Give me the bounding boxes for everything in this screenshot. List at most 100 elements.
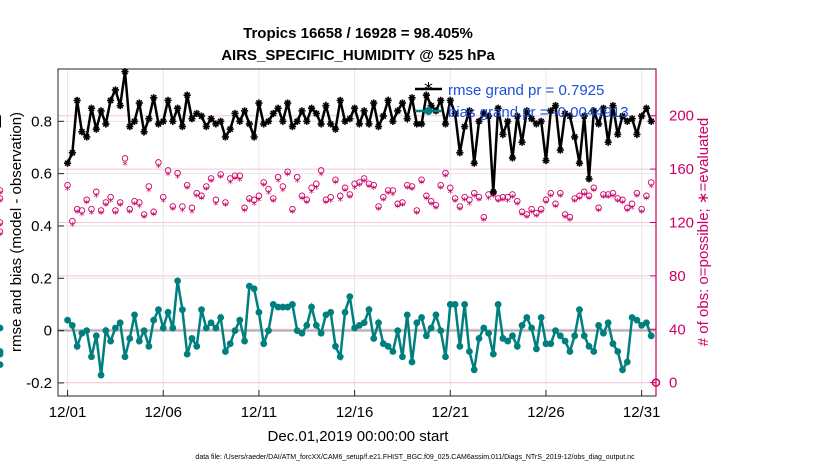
rmse-point-stroke [628,115,636,122]
y2-tick-label: 160 [669,161,694,178]
bias-point [112,324,119,332]
rmse-point-stroke [260,120,267,128]
rmse-point [484,112,493,120]
rmse-point-stroke [356,120,363,128]
rmse-point [537,117,545,125]
obs-evaluated-point: * [213,199,219,212]
rmse-point-stroke [638,112,645,120]
obs-evaluated-point: * [395,201,401,214]
rmse-point [508,154,517,162]
obs-possible-point [561,211,569,218]
y2-axis-label: # of obs: o=possible; ∗=evaluated [695,118,712,347]
rmse-point-stroke [600,105,607,112]
bias-point [609,340,617,348]
rmse-point-stroke [318,120,325,128]
rmse-point-stroke [499,131,507,138]
rmse-point [183,91,191,99]
rmse-point-stroke [495,105,502,112]
bias-point [336,353,344,361]
bias-point [0,324,4,332]
legend-rmse-marker: * [424,79,433,100]
obs-possible-point [193,189,200,197]
obs-possible-point [270,195,277,202]
obs-evaluated-point: * [299,193,305,206]
obs-possible-point [150,208,157,216]
obs-possible-point [394,200,401,208]
rmse-point-stroke [447,97,454,104]
rmse-point-stroke [399,99,406,107]
obs-possible-point [604,191,612,198]
bias-point [509,332,516,340]
rmse-point [169,117,177,125]
rmse-point-stroke [174,105,181,112]
obs-evaluated-point: * [132,199,138,212]
rmse-point-stroke [461,123,468,130]
obs-possible-point [241,204,248,212]
bias-point [523,314,531,321]
rmse-point [499,130,507,138]
rmse-point [303,117,311,125]
bias-point [633,316,641,324]
obs-possible-point [499,193,507,201]
rmse-point [518,138,526,146]
rmse-point-stroke [337,97,344,104]
obs-evaluated-point: * [519,209,525,222]
obs-evaluated-point: * [467,199,473,212]
obs-evaluated-point: * [586,193,592,206]
y2-tick-label: 120 [669,214,694,231]
rmse-point [174,104,182,112]
obs-evaluated-point: * [562,212,568,225]
obs-evaluated-point: * [491,191,497,204]
obs-possible-point [0,187,4,194]
bias-point [370,335,378,342]
obs-evaluated-point: * [424,193,430,206]
obs-evaluated-point: * [577,193,583,206]
rmse-point [470,159,478,167]
bias-point [533,345,540,353]
rmse-point [164,96,172,104]
rmse-point [580,112,588,120]
bias-point [485,329,492,337]
bias-point [250,285,258,293]
rmse-point-stroke [418,120,425,128]
rmse-point [240,107,249,115]
rmse-point-stroke [217,118,224,125]
obs-evaluated-point: * [534,211,540,224]
bias-point [571,332,579,340]
bias-point [303,321,311,329]
bias-point [0,350,4,358]
rmse-point-stroke [346,115,353,122]
obs-possible-point [0,228,4,236]
bias-point [446,301,454,308]
rmse-point-stroke [475,118,483,125]
rmse-point-stroke [164,97,172,104]
obs-possible-point [470,189,478,197]
rmse-point-stroke [236,118,243,125]
obs-possible-point [121,155,129,162]
obs-possible-point [518,208,526,216]
obs-possible-point [88,205,95,213]
y-tick-label: 0.6 [31,166,52,183]
obs-possible-point [217,171,224,178]
bias-point [155,306,162,314]
obs-evaluated-point: * [448,187,454,200]
rmse-point [73,96,81,104]
obs-possible-point [614,195,621,202]
rmse-point [83,133,91,141]
obs-possible-point [528,205,535,213]
obs-evaluated-point: * [495,196,501,209]
x-tick-label: 12/01 [49,404,87,421]
obs-evaluated-point: * [342,185,348,198]
bias-point [308,303,315,311]
obs-evaluated-point: * [108,196,114,209]
bias-point [169,324,177,332]
rmse-point-stroke [648,118,655,125]
bias-point [312,321,320,329]
legend-bias-label: bias grand pr = -0.0044913 [448,104,629,121]
rmse-point [279,117,287,125]
rmse-point-stroke [523,107,530,114]
obs-evaluated-point: * [175,172,181,185]
obs-possible-point [360,175,368,182]
y-axis-right: 0 40 80 120 160 200 [650,108,694,392]
bias-point [92,332,100,340]
